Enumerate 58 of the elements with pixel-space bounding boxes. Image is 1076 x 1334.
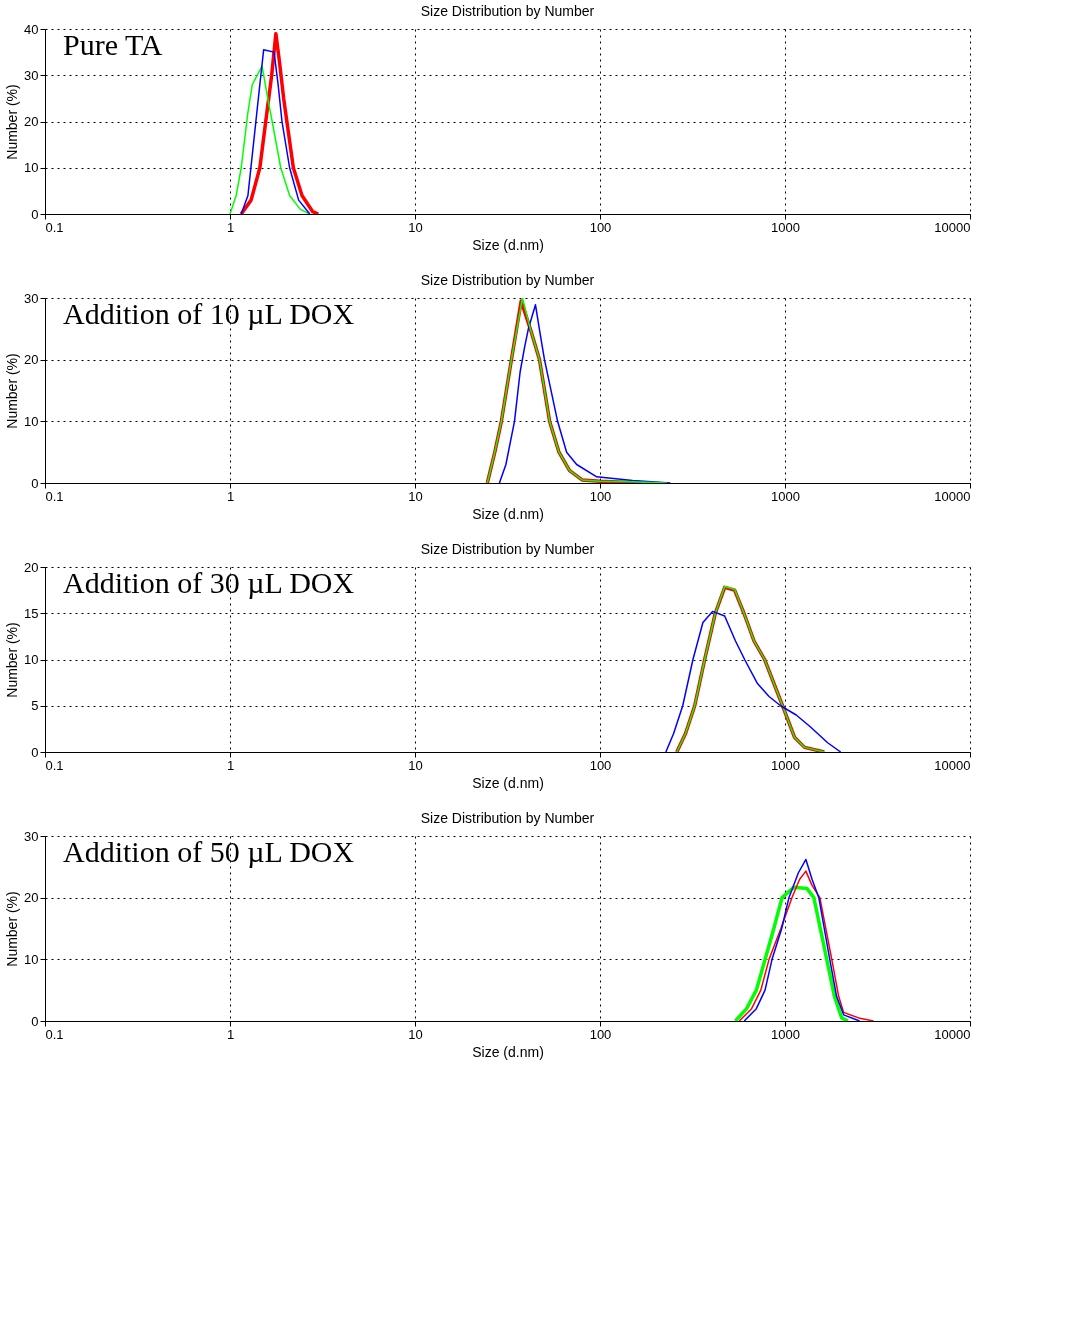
annotation: Addition of 50 µL DOX [63,835,355,868]
x-tick-label: 10 [408,488,423,504]
x-tick-label: 1000 [771,488,800,504]
y-tick-label: 40 [24,21,39,37]
x-tick-label: 10000 [934,219,971,235]
chart-title: Size Distribution by Number [420,272,595,288]
y-tick-label: 20 [24,114,39,129]
chart-title: Size Distribution by Number [420,3,595,19]
y-tick-label: 5 [31,698,39,714]
x-tick-label: 10 [408,757,423,773]
x-tick-label: 10000 [934,1026,971,1042]
x-tick-label: 1 [226,219,235,235]
x-tick-label: 10 [408,1026,423,1042]
y-tick-label: 0 [31,475,39,491]
x-tick-label: 1 [226,757,235,773]
y-tick-label: 0 [31,206,39,222]
x-tick-label: 100 [589,757,612,773]
x-axis-title: Size (d.nm) [472,774,544,791]
y-tick-label: 30 [24,67,39,83]
x-tick-label: 100 [589,219,612,235]
x-tick-label: 0.1 [45,757,64,773]
chart-title: Size Distribution by Number [420,541,595,557]
y-tick-label: 0 [31,744,39,760]
annotation: Addition of 30 µL DOX [63,566,355,599]
x-tick-label: 0.1 [45,219,64,235]
x-tick-label: 0.1 [45,1026,64,1042]
y-tick-label: 10 [24,160,39,176]
x-tick-label: 1000 [771,757,800,773]
y-tick-label: 10 [24,413,39,429]
x-tick-label: 1 [226,1026,235,1042]
x-tick-label: 100 [589,1026,612,1042]
y-tick-label: 0 [31,1013,39,1029]
y-tick-label: 20 [24,352,39,368]
x-axis-title: Size (d.nm) [472,505,544,522]
y-tick-label: 20 [24,559,39,575]
annotation: Addition of 10 µL DOX [63,297,355,330]
x-tick-label: 1000 [771,219,800,235]
y-tick-label: 30 [24,290,39,306]
y-axis-title: Number (%) [4,622,21,698]
x-tick-label: 0.1 [45,488,64,504]
x-axis-title: Size (d.nm) [472,1043,544,1060]
y-tick-label: 15 [24,605,39,621]
x-axis-title: Size (d.nm) [472,236,544,253]
y-tick-label: 20 [24,890,39,906]
x-tick-label: 10000 [934,757,971,773]
y-tick-label: 30 [24,828,39,844]
y-axis-title: Number (%) [4,891,21,967]
x-tick-label: 10 [408,219,423,235]
y-axis-title: Number (%) [4,353,21,429]
chart-title: Size Distribution by Number [420,810,595,826]
annotation: Pure TA [63,28,163,61]
y-axis-title: Number (%) [4,84,21,160]
x-tick-label: 1000 [771,1026,800,1042]
x-tick-label: 10000 [934,488,971,504]
x-tick-label: 1 [226,488,235,504]
y-tick-label: 10 [24,951,39,967]
y-tick-label: 10 [24,652,39,667]
x-tick-label: 100 [589,488,612,504]
